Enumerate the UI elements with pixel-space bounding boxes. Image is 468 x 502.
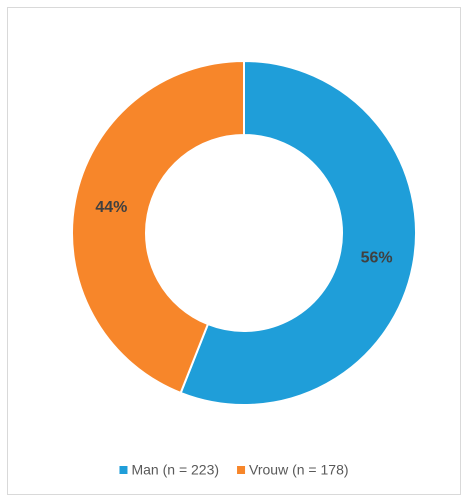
- legend-swatch: [119, 466, 128, 474]
- legend-label: Vrouw (n = 178): [249, 462, 348, 478]
- legend-swatch: [237, 466, 246, 474]
- legend: Man (n = 223) Vrouw (n = 178): [119, 462, 349, 478]
- legend-label: Man (n = 223): [131, 462, 219, 478]
- data-label: 56%: [361, 250, 393, 267]
- donut-slice: [179, 59, 417, 406]
- donut-slice: [70, 59, 245, 395]
- data-label: 44%: [95, 199, 127, 216]
